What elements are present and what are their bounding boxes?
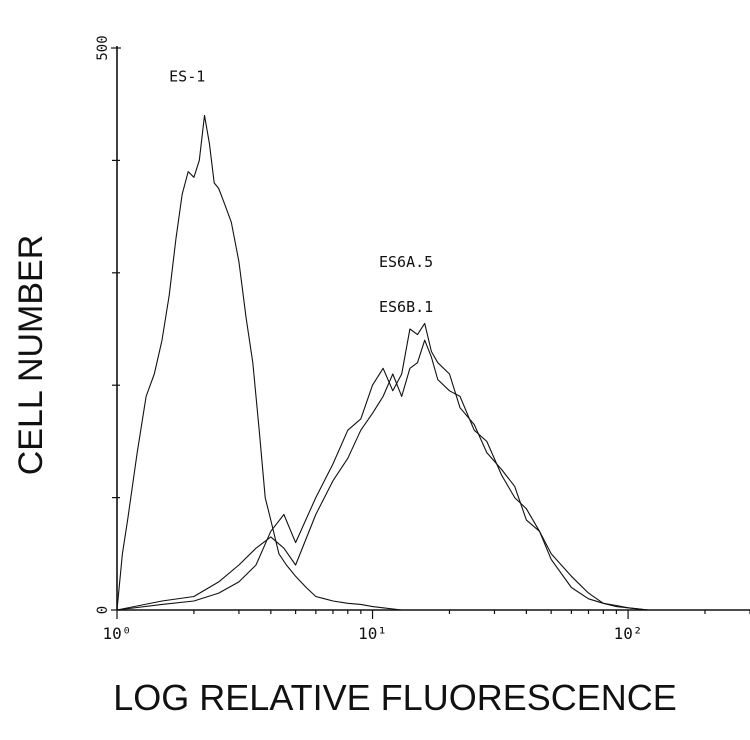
series-label: ES-1 — [169, 68, 205, 86]
y-tick-label: 0 — [95, 606, 111, 614]
y-axis-label: CELL NUMBER — [12, 235, 50, 476]
series-line-es-1 — [116, 114, 402, 611]
series-line-es6a-5 — [116, 322, 649, 611]
x-tick-label: 10² — [614, 624, 643, 643]
axes — [116, 46, 750, 611]
series-labels: ES-1 ES6A.5 ES6B.1 — [169, 68, 433, 316]
series-label: ES6A.5 — [379, 253, 433, 271]
x-axis-label: LOG RELATIVE FLUORESCENCE — [113, 677, 676, 718]
series-group — [116, 114, 649, 611]
ticks: 0 500 10⁰ 10¹ 10² — [95, 35, 750, 643]
series-label: ES6B.1 — [379, 298, 433, 316]
x-tick-label: 10⁰ — [103, 624, 132, 643]
y-tick-label: 500 — [95, 35, 111, 60]
x-tick-label: 10¹ — [358, 624, 387, 643]
series-line-es6b-1 — [116, 339, 649, 611]
